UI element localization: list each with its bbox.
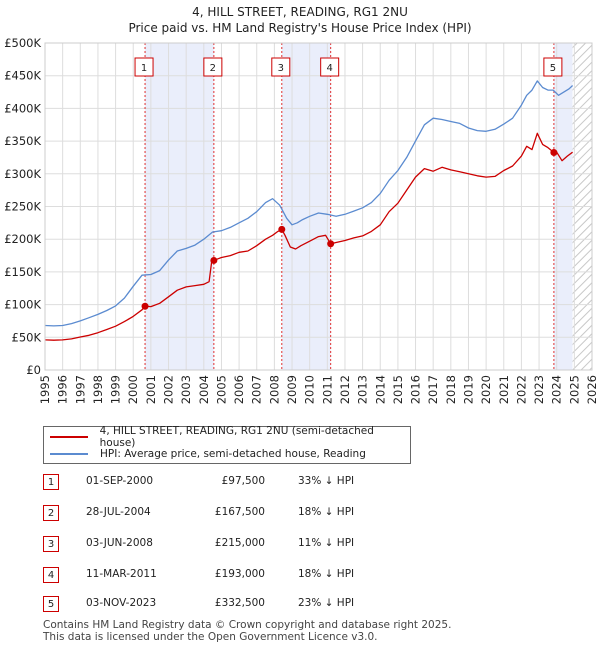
x-tick-label: 2001 (144, 375, 158, 404)
transaction-point (210, 256, 218, 264)
x-tick-label: 2023 (532, 375, 546, 404)
x-tick-label: 2010 (303, 375, 317, 404)
legend: 4, HILL STREET, READING, RG1 2NU (semi-d… (43, 425, 411, 464)
transaction-badge-box (203, 57, 223, 77)
x-tick-label: 2012 (338, 375, 352, 404)
axes: £0 £50K £100K £150K £200K £250K £300K £350K £400… (4, 36, 599, 404)
row-date: 03-JUN-2008 (86, 537, 153, 549)
chart-title: 4, HILL STREET, READING, RG1 2NU (192, 5, 408, 19)
y-tick-label: £400K (4, 101, 41, 115)
row-price: £193,000 (214, 568, 265, 580)
row-badge: 2 (43, 505, 59, 521)
transaction-badge-label: 4 (326, 63, 332, 74)
legend-item-property: 4, HILL STREET, READING, RG1 2NU (semi-d… (50, 425, 410, 449)
row-date: 28-JUL-2004 (86, 506, 151, 518)
row-badge: 3 (43, 536, 59, 552)
transaction-point (141, 302, 149, 310)
legend-swatch-red (50, 436, 88, 438)
x-tick-label: 1998 (91, 375, 105, 404)
row-date: 11-MAR-2011 (86, 568, 157, 580)
transaction-points (141, 149, 558, 310)
chart-subtitle: Price paid vs. HM Land Registry's House … (128, 21, 471, 35)
transaction-markers-lines (144, 43, 555, 370)
footer: Contains HM Land Registry data © Crown c… (43, 619, 451, 643)
x-tick-label: 2026 (585, 375, 599, 404)
row-date: 03-NOV-2023 (86, 597, 157, 609)
x-tick-label: 2018 (444, 375, 458, 404)
transaction-badges: 1 2 3 4 5 (134, 57, 563, 77)
hpi-line (44, 80, 574, 327)
row-hpi: 18% ↓ HPI (298, 568, 355, 580)
x-tick-label: 2024 (550, 375, 564, 404)
transaction-point (550, 149, 558, 157)
y-tick-label: £450K (4, 69, 41, 83)
row-hpi: 33% ↓ HPI (298, 475, 355, 487)
x-tick-label: 2013 (356, 375, 370, 404)
row-badge: 5 (43, 596, 59, 612)
y-tick-label: £100K (4, 298, 41, 312)
row-price: £215,000 (214, 537, 265, 549)
transaction-point (327, 240, 335, 248)
y-tick-label: £250K (4, 200, 41, 214)
x-tick-label: 2017 (426, 375, 440, 404)
y-tick-label: £500K (4, 36, 41, 50)
y-tick-label: £0 (26, 363, 41, 377)
y-tick-label: £50K (12, 330, 42, 344)
x-tick-label: 1997 (73, 375, 87, 404)
row-badge: 1 (43, 474, 59, 490)
legend-swatch-blue (50, 453, 88, 455)
y-tick-label: £150K (4, 265, 41, 279)
x-tick-label: 2004 (197, 375, 211, 404)
row-hpi: 23% ↓ HPI (298, 597, 355, 609)
footer-licence: This data is licensed under the Open Gov… (43, 631, 378, 643)
y-tick-label: £350K (4, 134, 41, 148)
x-tick-label: 2011 (320, 375, 334, 404)
row-hpi: 11% ↓ HPI (298, 537, 355, 549)
plot-border (44, 42, 593, 371)
x-tick-label: 2020 (479, 375, 493, 404)
x-tick-label: 2022 (514, 375, 528, 404)
x-tick-label: 2008 (267, 375, 281, 404)
row-price: £97,500 (221, 475, 265, 487)
transaction-badge-box (271, 57, 291, 77)
x-tick-label: 1995 (38, 375, 52, 404)
x-tick-label: 2006 (232, 375, 246, 404)
x-tick-label: 2007 (250, 375, 264, 404)
x-tick-label: 1996 (56, 375, 70, 404)
x-tick-label: 2021 (497, 375, 511, 404)
footer-copyright: Contains HM Land Registry data © Crown c… (43, 619, 452, 631)
x-tick-label: 2014 (373, 375, 387, 404)
x-tick-label: 2016 (409, 375, 423, 404)
x-tick-label: 2019 (461, 375, 475, 404)
legend-label-property: 4, HILL STREET, READING, RG1 2NU (semi-d… (99, 425, 374, 449)
x-tick-label: 2015 (391, 375, 405, 404)
y-tick-label: £300K (4, 167, 41, 181)
x-tick-label: 2009 (285, 375, 299, 404)
y-tick-label: £200K (4, 232, 41, 246)
row-price: £167,500 (214, 506, 265, 518)
price-chart: 4, HILL STREET, READING, RG1 2NU Price p… (4, 5, 599, 404)
legend-label-hpi: HPI: Average price, semi-detached house,… (100, 448, 366, 460)
transaction-badge-label: 5 (550, 63, 556, 74)
transaction-badge-box (134, 57, 154, 77)
x-tick-label: 2003 (179, 375, 193, 404)
x-tick-label: 2002 (162, 375, 176, 404)
row-date: 01-SEP-2000 (86, 475, 154, 487)
transaction-badge-label: 1 (141, 63, 147, 74)
transaction-badge-label: 3 (278, 63, 284, 74)
x-tick-label: 2000 (126, 375, 140, 404)
transaction-badge-label: 2 (210, 63, 216, 74)
transaction-badge-box (543, 57, 563, 77)
row-badge: 4 (43, 567, 59, 583)
legend-item-hpi: HPI: Average price, semi-detached house,… (50, 446, 366, 462)
transaction-badge-box (320, 57, 340, 77)
x-tick-label: 2025 (567, 375, 581, 404)
x-tick-label: 1999 (109, 375, 123, 404)
row-price: £332,500 (214, 597, 265, 609)
transaction-point (278, 225, 286, 233)
x-tick-label: 2005 (214, 375, 228, 404)
row-hpi: 18% ↓ HPI (298, 506, 355, 518)
